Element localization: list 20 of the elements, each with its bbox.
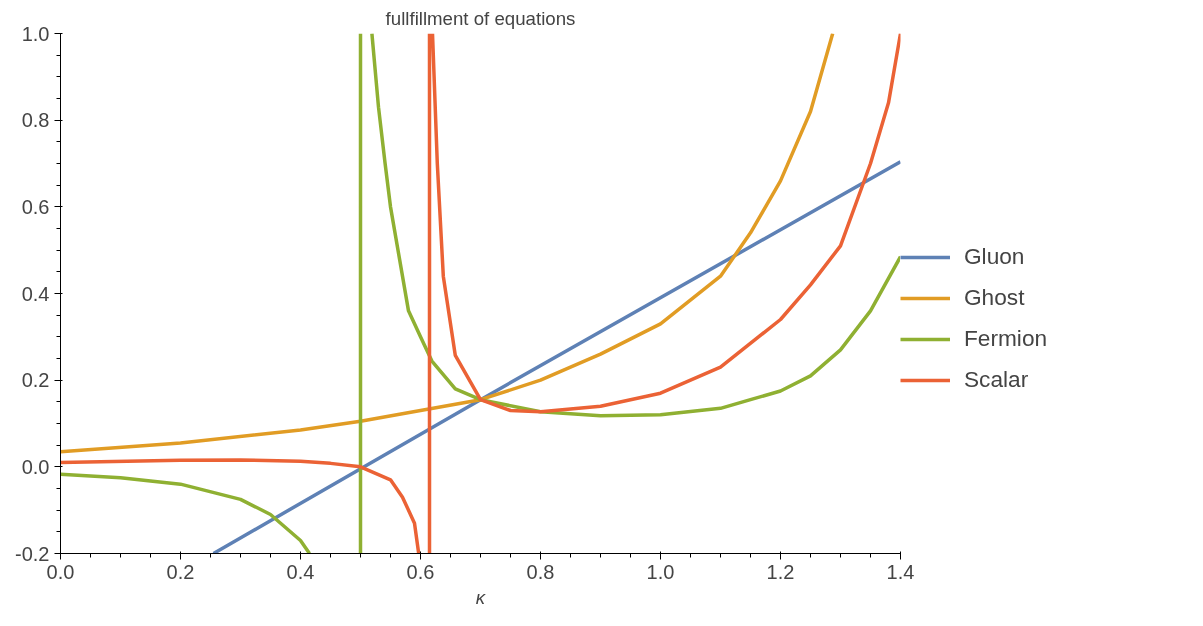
y-tick-label: 0.0 [21, 455, 50, 478]
y-tick-label: 0.4 [21, 282, 50, 305]
y-tick-label: 0.8 [21, 109, 50, 132]
y-tick-label: 0.2 [21, 369, 50, 392]
x-tick-label: 0.4 [286, 560, 315, 583]
x-tick-label: 0.6 [406, 560, 435, 583]
y-tick-label: 1.0 [21, 22, 50, 45]
x-tick-label: 1.0 [646, 560, 675, 583]
x-axis-title: κ [475, 586, 487, 608]
y-tick-label: 0.6 [21, 195, 50, 218]
legend-label: Fermion [964, 325, 1048, 352]
legend-label: Ghost [964, 284, 1025, 311]
x-tick-label: 1.2 [766, 560, 795, 583]
legend-label: Gluon [964, 243, 1025, 270]
chart-title: fullfillment of equations [385, 7, 576, 29]
x-tick-label: 0.2 [166, 560, 195, 583]
legend-label: Scalar [964, 366, 1029, 393]
line-series [60, 33, 835, 454]
x-tick-label: 1.4 [886, 560, 915, 583]
x-tick-label: 0.8 [526, 560, 555, 583]
